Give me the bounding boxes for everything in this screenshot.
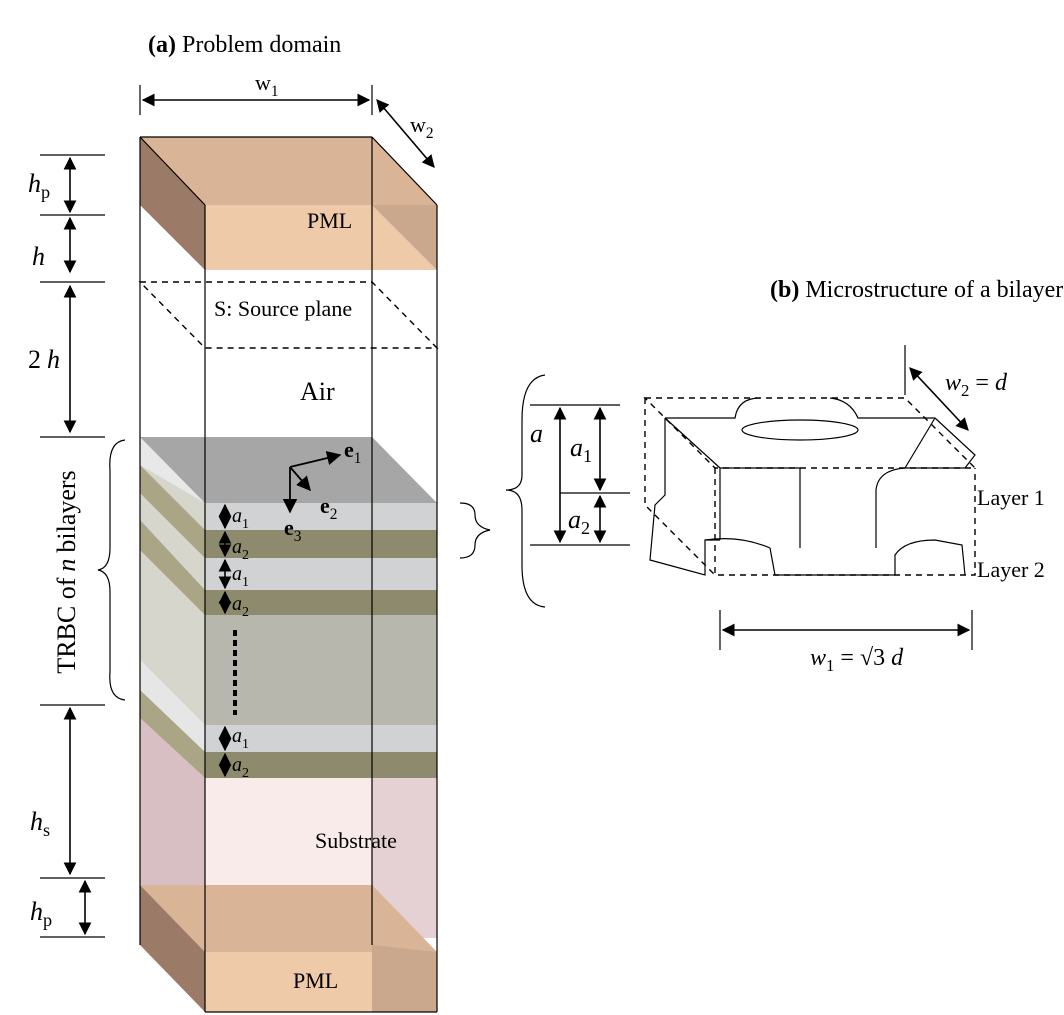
a-label: a	[530, 419, 543, 448]
hs-label: hs	[30, 807, 50, 840]
layer-label-part: 1	[242, 737, 249, 752]
layer2-label: Layer 2	[977, 557, 1045, 582]
layer-label-part: 1	[242, 517, 249, 532]
w2-label-part: 2	[961, 381, 969, 400]
hp-label-part: h	[30, 897, 43, 926]
layer-label-part: a	[232, 593, 242, 615]
trbc-label: TRBC of n bilayers	[52, 470, 81, 673]
e1-label-part: e	[344, 437, 354, 462]
layer-label-part: a	[232, 754, 242, 776]
layer-label-part: 2	[242, 548, 249, 563]
title-a-part: Problem domain	[182, 32, 341, 58]
layer-label-part: a	[232, 505, 242, 527]
trbc-label-part: TRBC of	[52, 577, 81, 673]
w2-label-part: w	[945, 370, 961, 396]
brace	[98, 440, 125, 700]
w1-label-part: d	[891, 645, 904, 671]
hs-label-part: s	[43, 820, 50, 840]
w1-label-part: 1	[826, 656, 834, 675]
w1-label-part: = √3	[840, 645, 885, 671]
hp-label: hp	[28, 169, 50, 202]
e2-label-part: e	[320, 493, 330, 518]
a1-label: a1	[570, 433, 592, 466]
w1-label-part: w	[810, 645, 826, 671]
figure: (a)Problem domainw1w2hph2hPMLS: Source p…	[0, 0, 1064, 1015]
two-h-label-part: h	[47, 345, 60, 374]
layer-label-part: 1	[242, 575, 249, 590]
microstructure	[506, 345, 975, 650]
hs-label-part: h	[30, 807, 43, 836]
a1-label-part: 1	[583, 446, 592, 466]
cell-edges	[645, 398, 975, 575]
trbc-label-part: n	[52, 559, 81, 572]
a2-label-part: 2	[581, 518, 590, 538]
w1-label-part: 1	[271, 83, 279, 100]
substrate-label: Substrate	[315, 828, 397, 853]
layer1-label: Layer 1	[977, 485, 1045, 510]
source-plane-label: S: Source plane	[214, 296, 352, 321]
hp-label-part: p	[43, 910, 52, 930]
e2-label-part: 2	[330, 506, 338, 523]
w2-label-part: =	[975, 370, 989, 396]
hp-label: hp	[30, 897, 52, 930]
title-b: (b)Microstructure of a bilayer	[770, 277, 1063, 303]
e3-label-part: 3	[294, 528, 302, 545]
brace	[460, 503, 490, 558]
w2-label-part: 2	[426, 125, 434, 142]
bilayer-shape	[650, 398, 975, 575]
a2-label: a2	[568, 505, 590, 538]
a1-label-part: a	[570, 433, 583, 462]
w1-label: w1	[255, 70, 279, 100]
e1-label-part: 1	[354, 450, 362, 467]
e3-label-part: e	[284, 515, 294, 540]
h-label: h	[32, 242, 45, 271]
w2-label: w2 =d	[945, 370, 1008, 400]
w1-label-part: w	[255, 70, 271, 95]
layer-block	[205, 615, 437, 725]
w2-label-part: w	[410, 112, 426, 137]
title-a-part: (a)	[148, 32, 176, 58]
layer-label-part: a	[232, 563, 242, 585]
w2-label: w2	[410, 112, 434, 142]
pml-label: PML	[293, 968, 338, 993]
a2-label-part: a	[568, 505, 581, 534]
brace	[506, 375, 545, 607]
hp-label-part: h	[28, 169, 41, 198]
a-label-part: a	[530, 419, 543, 448]
hp-label-part: p	[41, 182, 50, 202]
layer-label-part: 2	[242, 605, 249, 620]
two-h-label-part: 2	[28, 345, 41, 374]
domain-box	[140, 137, 437, 1012]
layer-label-part: a	[232, 536, 242, 558]
hole	[742, 420, 858, 440]
h-label-part: h	[32, 242, 45, 271]
layer-label-part: a	[232, 725, 242, 747]
air-label: Air	[300, 377, 335, 406]
title-b-part: (b)	[770, 277, 799, 303]
title-a: (a)Problem domain	[148, 32, 341, 58]
trbc-label-part: bilayers	[52, 470, 81, 552]
pml-label: PML	[307, 208, 352, 233]
title-b-part: Microstructure of a bilayer	[805, 277, 1063, 303]
pml-right	[372, 945, 437, 1012]
layer-label-part: 2	[242, 766, 249, 781]
w2-label-part: d	[995, 370, 1008, 396]
